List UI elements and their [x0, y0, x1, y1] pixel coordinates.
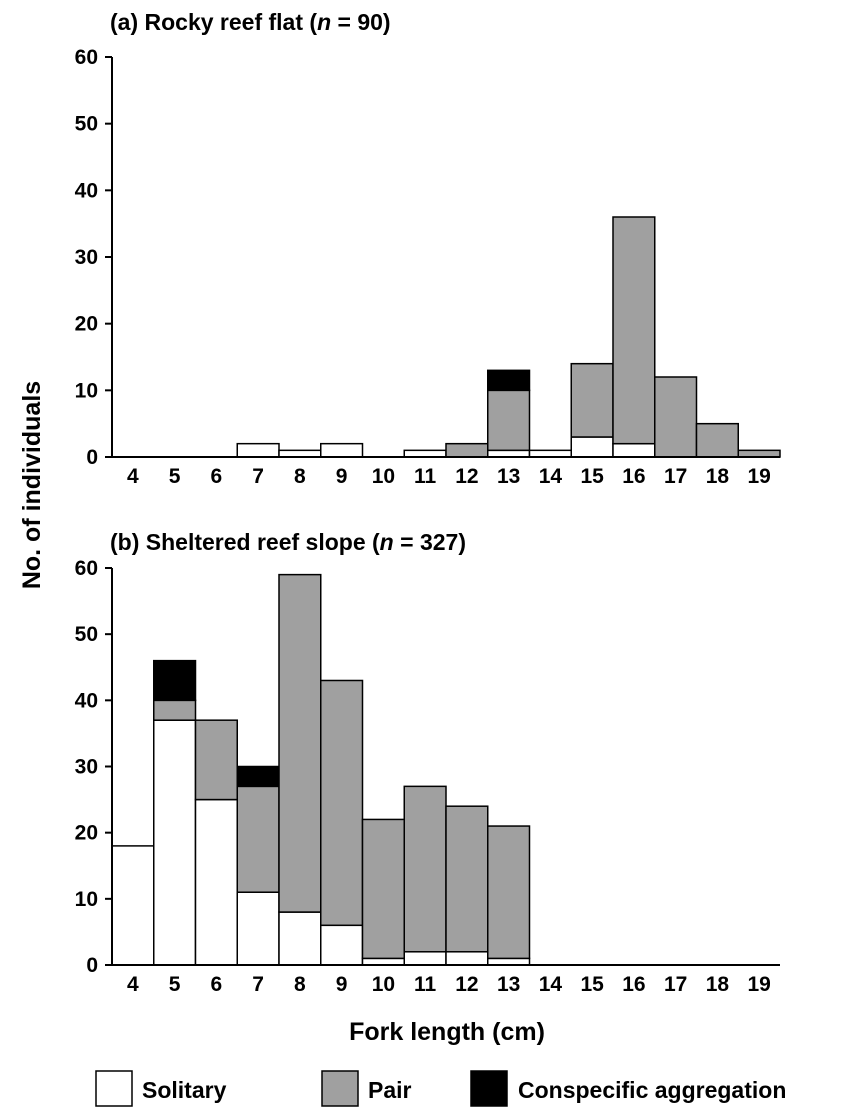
panel-b-y-tick-label-30: 30 — [75, 756, 98, 779]
panel-a-bar-18-pair — [695, 422, 739, 458]
panel-a-bar-15-solitary — [570, 436, 614, 458]
panel-a-x-tick-label-16: 16 — [622, 465, 645, 488]
panel-b-x-tick-label-9: 9 — [336, 973, 348, 996]
panel-b-bar-10-pair — [361, 818, 405, 960]
panel-b-y-tick-label-50: 50 — [75, 623, 98, 646]
panel-a-bar-11-solitary — [403, 449, 447, 458]
panel-a-x-tick-label-13: 13 — [497, 465, 520, 488]
panel-a-bar-7-solitary — [236, 442, 280, 458]
panel-b-y-tick-label-40: 40 — [75, 689, 98, 712]
panel-a-rocky-reef-flat: (a) Rocky reef flat (n = 90) 0 10 20 30 40 50… — [75, 9, 781, 488]
panel-b-title: (b) Sheltered reef slope (n = 327) — [110, 529, 466, 555]
panel-a-bars — [236, 216, 781, 458]
panel-b-x-tick-label-7: 7 — [252, 973, 264, 996]
panel-b-y-tick-label-10: 10 — [75, 888, 98, 911]
panel-b-bar-12-solitary — [445, 951, 489, 966]
panel-b-x-tick-label-14: 14 — [539, 973, 563, 996]
panel-b-x-tick-label-19: 19 — [747, 973, 770, 996]
panel-b-y-tick-label-0: 0 — [86, 954, 98, 977]
panel-b-bar-11-solitary — [403, 951, 447, 966]
panel-b-bar-11-pair — [403, 785, 447, 953]
panel-a-x-tick-label-11: 11 — [414, 465, 437, 488]
panel-b-bar-7-conspecific-aggregation — [236, 765, 280, 788]
panel-b-bar-5-conspecific-aggregation — [153, 659, 197, 702]
panel-b-x-tick-label-13: 13 — [497, 973, 520, 996]
panel-a-x-tick-label-8: 8 — [294, 465, 306, 488]
panel-b-bar-13-pair — [487, 825, 531, 960]
panel-b-bar-7-solitary — [236, 891, 280, 966]
panel-a-bar-15-pair — [570, 362, 614, 438]
panel-b-x-tick-label-4: 4 — [127, 973, 139, 996]
panel-b-bar-8-pair — [278, 573, 322, 913]
panel-b-x-tick-label-16: 16 — [622, 973, 645, 996]
panel-b-bar-6-solitary — [194, 798, 238, 966]
panel-b-x-tick-label-8: 8 — [294, 973, 306, 996]
panel-a-bar-13-solitary — [487, 449, 531, 458]
panel-a-x-tick-label-10: 10 — [372, 465, 395, 488]
panel-b-bar-4-solitary — [111, 845, 155, 966]
panel-b-bar-12-pair — [445, 805, 489, 953]
legend-label-solitary: Solitary — [142, 1077, 227, 1103]
panel-a-bar-19-pair — [737, 449, 781, 458]
panel-a-x-tick-label-12: 12 — [455, 465, 478, 488]
panel-b-x-tick-label-6: 6 — [211, 973, 223, 996]
panel-a-x-tick-label-15: 15 — [580, 465, 604, 488]
panel-a-y-tick-label-0: 0 — [86, 446, 98, 469]
panel-a-x-tick-label-4: 4 — [127, 465, 139, 488]
panel-b-bar-8-solitary — [278, 911, 322, 966]
panel-b-y-tick-label-20: 20 — [75, 822, 98, 845]
panel-a-bar-9-solitary — [320, 442, 364, 458]
panel-a-x-tick-label-6: 6 — [211, 465, 223, 488]
panel-a-bar-12-pair — [445, 442, 489, 458]
panel-a-bar-8-solitary — [278, 449, 322, 458]
panel-a-x-tick-label-17: 17 — [664, 465, 687, 488]
panel-b-sheltered-reef-slope: (b) Sheltered reef slope (n = 327) 0 10 20… — [75, 529, 780, 996]
panel-a-x-tick-label-14: 14 — [539, 465, 563, 488]
panel-a-y-tick-label-30: 30 — [75, 246, 98, 269]
panel-a-bar-16-solitary — [612, 442, 656, 458]
panel-b-x-tick-label-18: 18 — [706, 973, 730, 996]
panel-a-x-tick-label-18: 18 — [706, 465, 730, 488]
panel-b-x-tick-label-5: 5 — [169, 973, 181, 996]
panel-b-axes: 0 10 20 30 40 50 60 4 5 6 7 8 9 10 11 12 13 14 15 16 17 18 19 — [75, 557, 780, 996]
panel-a-bar-13-conspecific-aggregation — [487, 369, 531, 392]
panel-a-x-tick-label-19: 19 — [747, 465, 770, 488]
panel-b-bar-5-pair — [153, 699, 197, 721]
legend: Solitary Pair Conspecific aggregation — [95, 1070, 786, 1107]
legend-swatch-conspecific-aggregation — [470, 1070, 508, 1107]
panel-a-x-tick-label-7: 7 — [252, 465, 264, 488]
panel-b-x-tick-label-17: 17 — [664, 973, 687, 996]
panel-a-x-tick-label-9: 9 — [336, 465, 348, 488]
panel-a-bar-16-pair — [612, 216, 656, 445]
panel-b-x-tick-label-11: 11 — [414, 973, 437, 996]
legend-swatch-solitary — [95, 1070, 133, 1107]
panel-b-x-tick-label-10: 10 — [372, 973, 395, 996]
legend-swatch-pair — [321, 1070, 359, 1107]
legend-label-pair: Pair — [368, 1077, 412, 1103]
panel-b-bars — [111, 573, 531, 966]
panel-a-y-tick-label-50: 50 — [75, 113, 98, 136]
panel-b-bar-5-solitary — [153, 719, 197, 966]
panel-b-bar-6-pair — [194, 719, 238, 801]
y-axis-label: No. of individuals — [18, 381, 46, 589]
panel-b-x-tick-label-12: 12 — [455, 973, 478, 996]
panel-b-y-tick-label-60: 60 — [75, 557, 98, 580]
panel-b-x-tick-label-15: 15 — [580, 973, 604, 996]
panel-a-x-tick-label-5: 5 — [169, 465, 181, 488]
panel-a-axes: 0 10 20 30 40 50 60 4 5 6 7 8 9 10 11 12 13 14 15 16 17 18 19 — [75, 46, 780, 488]
panel-a-bar-13-pair — [487, 389, 531, 452]
panel-a-y-tick-label-40: 40 — [75, 179, 98, 202]
panel-b-bar-7-pair — [236, 785, 280, 893]
panel-a-title: (a) Rocky reef flat (n = 90) — [110, 9, 391, 35]
panel-a-y-tick-label-10: 10 — [75, 379, 98, 402]
panel-a-y-tick-label-20: 20 — [75, 313, 98, 336]
panel-a-y-tick-label-60: 60 — [75, 46, 98, 69]
panel-a-bar-17-pair — [654, 376, 698, 458]
legend-label-conspecific-aggregation: Conspecific aggregation — [518, 1077, 786, 1103]
panel-b-bar-9-pair — [320, 679, 364, 927]
panel-b-bar-9-solitary — [320, 924, 364, 966]
panel-a-bar-14-solitary — [528, 449, 572, 458]
x-axis-label: Fork length (cm) — [349, 1018, 545, 1046]
